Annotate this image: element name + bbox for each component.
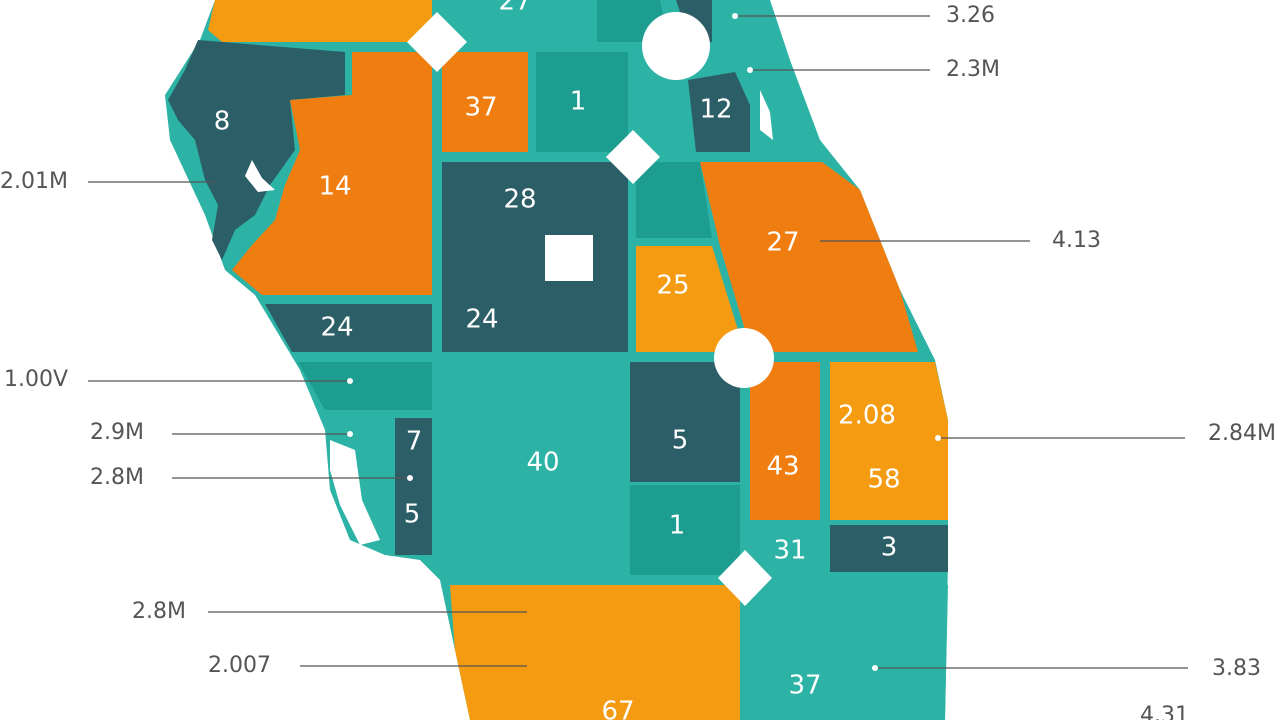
region-12 [688, 72, 750, 152]
annotation-label: 2.9M [90, 420, 144, 445]
region-43 [750, 362, 820, 520]
region-31 [750, 525, 820, 572]
region-label: 28 [503, 185, 536, 215]
region-24-west [265, 304, 432, 352]
annotation-label: 1.00V [4, 367, 68, 392]
leader-lines [88, 13, 1188, 671]
region-label: 5 [672, 426, 689, 456]
region-label: 12 [699, 95, 732, 125]
coastal-inlet-w [330, 440, 380, 545]
region-west-lower [298, 362, 432, 410]
region-37-top [442, 52, 528, 152]
region-1-lower [630, 485, 740, 575]
region-label: 24 [465, 305, 498, 335]
region-3 [830, 525, 948, 572]
region-n1 [208, 0, 432, 42]
region-label: 40 [526, 448, 559, 478]
region-label: 7 [406, 427, 423, 457]
region-label: 1 [669, 511, 686, 541]
annotation-label: 3.83 [1212, 656, 1261, 681]
region-label: 27 [766, 228, 799, 258]
region-28-24 [442, 162, 628, 352]
region-40 [442, 362, 628, 575]
region-label: 8 [214, 107, 231, 137]
region-label: 58 [867, 465, 900, 495]
region-label: 31 [773, 536, 806, 566]
center-marker [545, 235, 593, 281]
region-label: 3 [881, 533, 898, 563]
region-label: 25 [656, 271, 689, 301]
region-25 [636, 246, 738, 352]
region-label: 1 [570, 87, 587, 117]
annotation-label: 3.26 [946, 3, 995, 28]
junction-5 [718, 550, 772, 606]
annotation-label: 2.8M [90, 465, 144, 490]
annotation-label: 4.31 [1140, 703, 1189, 720]
junction-4 [714, 328, 774, 388]
region-label: 67 [601, 697, 634, 720]
coastal-inlet-nw [245, 160, 275, 192]
region-27-east [700, 162, 918, 352]
annotation-label: 2.3M [946, 57, 1000, 82]
west-coast-landmass [168, 40, 345, 260]
region-label: 14 [318, 172, 351, 202]
junction-2 [642, 12, 710, 80]
annotation-label: 2.8M [132, 599, 186, 624]
region-label: 43 [766, 452, 799, 482]
region-label: 2.08 [838, 401, 896, 431]
junction-3 [606, 130, 660, 184]
region-teal-mid [636, 162, 712, 238]
region-labels: 27 37 1 12 8 14 28 24 25 27 24 40 5 1 43… [214, 0, 901, 720]
junction-1 [407, 12, 467, 72]
region-58 [830, 362, 948, 520]
region-label: 24 [320, 313, 353, 343]
region-7-5 [395, 418, 432, 555]
region-label: 5 [404, 500, 421, 530]
coastal-inlet-e [760, 90, 773, 140]
region-14 [232, 52, 432, 295]
annotation-label: 2.007 [208, 653, 271, 678]
annotations: 3.26 2.3M 4.13 2.84M 3.83 4.31 2.01M 1.0… [0, 3, 1276, 720]
annotation-label: 4.13 [1052, 228, 1101, 253]
annotation-label: 2.01M [0, 169, 68, 194]
region-1-top [536, 52, 628, 152]
region-label: 37 [464, 93, 497, 123]
annotation-label: 2.84M [1208, 421, 1276, 446]
region-5 [630, 362, 740, 482]
region-label: 27 [498, 0, 531, 17]
region-n2 [442, 0, 593, 42]
region-label: 37 [788, 671, 821, 701]
region-67 [450, 585, 740, 720]
region-37-south [750, 585, 948, 720]
